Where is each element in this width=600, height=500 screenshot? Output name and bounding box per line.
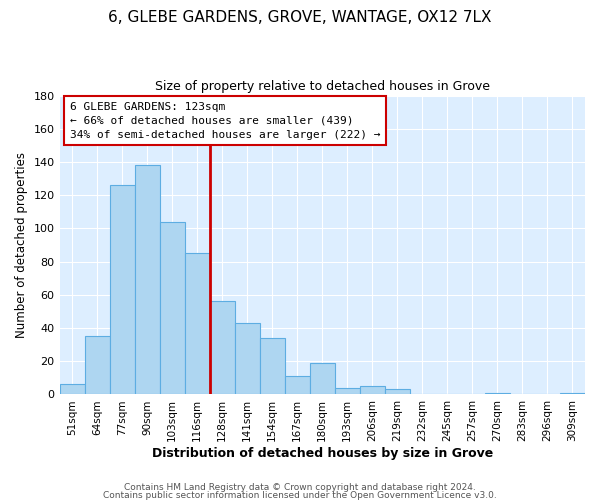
Bar [235, 323, 260, 394]
X-axis label: Distribution of detached houses by size in Grove: Distribution of detached houses by size … [152, 447, 493, 460]
Bar [310, 363, 335, 394]
Title: Size of property relative to detached houses in Grove: Size of property relative to detached ho… [155, 80, 490, 93]
Y-axis label: Number of detached properties: Number of detached properties [15, 152, 28, 338]
Text: Contains HM Land Registry data © Crown copyright and database right 2024.: Contains HM Land Registry data © Crown c… [124, 484, 476, 492]
Bar [59, 384, 85, 394]
Bar [260, 338, 285, 394]
Text: 6, GLEBE GARDENS, GROVE, WANTAGE, OX12 7LX: 6, GLEBE GARDENS, GROVE, WANTAGE, OX12 7… [108, 10, 492, 25]
Bar [110, 185, 134, 394]
Bar [185, 254, 209, 394]
Text: 6 GLEBE GARDENS: 123sqm
← 66% of detached houses are smaller (439)
34% of semi-d: 6 GLEBE GARDENS: 123sqm ← 66% of detache… [70, 102, 380, 140]
Bar [160, 222, 185, 394]
Bar [134, 166, 160, 394]
Bar [360, 386, 385, 394]
Bar [385, 390, 410, 394]
Text: Contains public sector information licensed under the Open Government Licence v3: Contains public sector information licen… [103, 490, 497, 500]
Bar [560, 393, 585, 394]
Bar [85, 336, 110, 394]
Bar [335, 388, 360, 394]
Bar [209, 302, 235, 394]
Bar [485, 393, 510, 394]
Bar [285, 376, 310, 394]
